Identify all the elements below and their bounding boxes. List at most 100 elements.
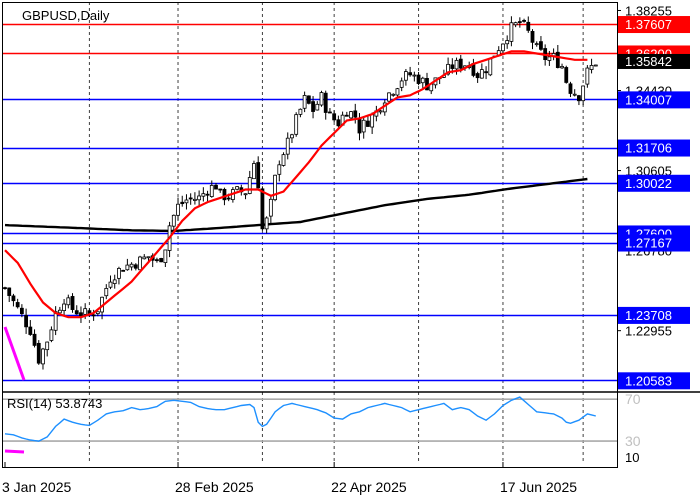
candle-body (163, 249, 168, 264)
candle-body (501, 43, 505, 52)
candle-body (24, 315, 29, 328)
level-label: 1.34007 (625, 92, 672, 107)
candle-body (395, 88, 400, 96)
candle-body (104, 288, 109, 297)
candle-body (357, 118, 362, 134)
candle-body (268, 198, 273, 217)
candle-body (15, 302, 20, 308)
rsi-level-label: 70 (625, 391, 641, 407)
candle-body (593, 64, 598, 67)
candle-body (260, 188, 265, 230)
candle-body (28, 326, 33, 335)
candle-body (142, 256, 147, 260)
level-label-box (618, 16, 690, 34)
candle-body (298, 108, 303, 115)
level-label-box (618, 174, 690, 192)
slow-ma-line (4, 177, 588, 233)
price-trendline (3, 326, 26, 381)
candle-body (399, 80, 404, 88)
candle-body (180, 201, 185, 205)
candle-body (589, 65, 594, 70)
candle-body (581, 85, 586, 102)
candle-body (209, 185, 214, 197)
candle-body (277, 164, 282, 175)
candle-body (171, 214, 176, 227)
candle-body (513, 22, 518, 26)
candle-body (315, 103, 320, 111)
candle-body (454, 59, 459, 70)
candle-body (129, 263, 134, 268)
rsi-title: RSI(14) 53.8743 (7, 396, 102, 411)
candle-body (155, 259, 159, 262)
candle-body (539, 41, 543, 50)
level-label-box (618, 306, 690, 324)
candle-body (3, 287, 7, 290)
candle-body (117, 268, 121, 279)
candle-body (560, 66, 564, 69)
candle-body (201, 193, 206, 197)
level-labels: 1.376071.362001.340071.317061.300221.276… (618, 16, 690, 390)
level-label-box (618, 372, 690, 390)
candle-body (62, 303, 66, 311)
candle-body (121, 269, 126, 272)
level-label: 1.37607 (625, 17, 672, 32)
candle-body (197, 195, 202, 201)
trendlines (3, 326, 26, 454)
candle-body (138, 256, 142, 271)
candle-body (585, 67, 590, 85)
candle-body (41, 348, 45, 365)
candle-body (32, 333, 37, 346)
candle-body (273, 174, 277, 201)
candle-body (577, 95, 581, 102)
candle-body (306, 95, 311, 104)
candle-body (572, 93, 577, 96)
level-label-box (618, 91, 690, 109)
time-axis: 3 Jan 2025 28 Feb 2025 22 Apr 2025 17 Jun 2… (2, 462, 577, 495)
candle-body (450, 64, 455, 69)
candle-body (264, 217, 269, 230)
candle-body (57, 309, 62, 314)
candle-body (7, 287, 12, 296)
candle-body (247, 177, 252, 194)
level-label: 1.30022 (625, 176, 672, 191)
candle-body (74, 310, 79, 315)
rsi-range-label: 10 (625, 450, 639, 465)
candle-body (49, 329, 54, 341)
time-tick-label: 17 Jun 2025 (500, 479, 577, 495)
candle-body (311, 101, 315, 112)
candle-body (159, 258, 164, 263)
candle-body (564, 67, 569, 83)
candle-body (19, 307, 24, 315)
candle-body (112, 279, 117, 284)
rsi-level-label: 30 (625, 433, 641, 449)
candle-body (184, 199, 189, 204)
candle-body (391, 93, 396, 96)
candle-body (505, 40, 510, 45)
candle-body (387, 92, 391, 102)
candle-body (517, 21, 522, 23)
candle-body (522, 19, 526, 22)
candle-body (378, 110, 383, 113)
price-tick-label: 1.22955 (625, 324, 672, 339)
candle-body (458, 58, 463, 69)
candle-body (285, 137, 290, 155)
slow-moving-average (4, 177, 588, 233)
level-label: 1.20583 (625, 373, 672, 388)
fast-moving-average (4, 50, 588, 319)
candle-body (222, 188, 227, 201)
candle-body (530, 31, 535, 43)
candle-body (366, 120, 370, 127)
level-label-box (618, 139, 690, 157)
candle-body (319, 92, 324, 106)
candle-body (45, 341, 50, 351)
candle-body (349, 111, 353, 119)
level-label: 1.23708 (625, 308, 672, 323)
candle-body (509, 22, 514, 42)
time-tick-label: 28 Feb 2025 (175, 479, 254, 495)
candle-body (214, 184, 218, 190)
candle-body (479, 69, 484, 79)
candle-body (146, 256, 151, 259)
candle-body (344, 114, 349, 117)
